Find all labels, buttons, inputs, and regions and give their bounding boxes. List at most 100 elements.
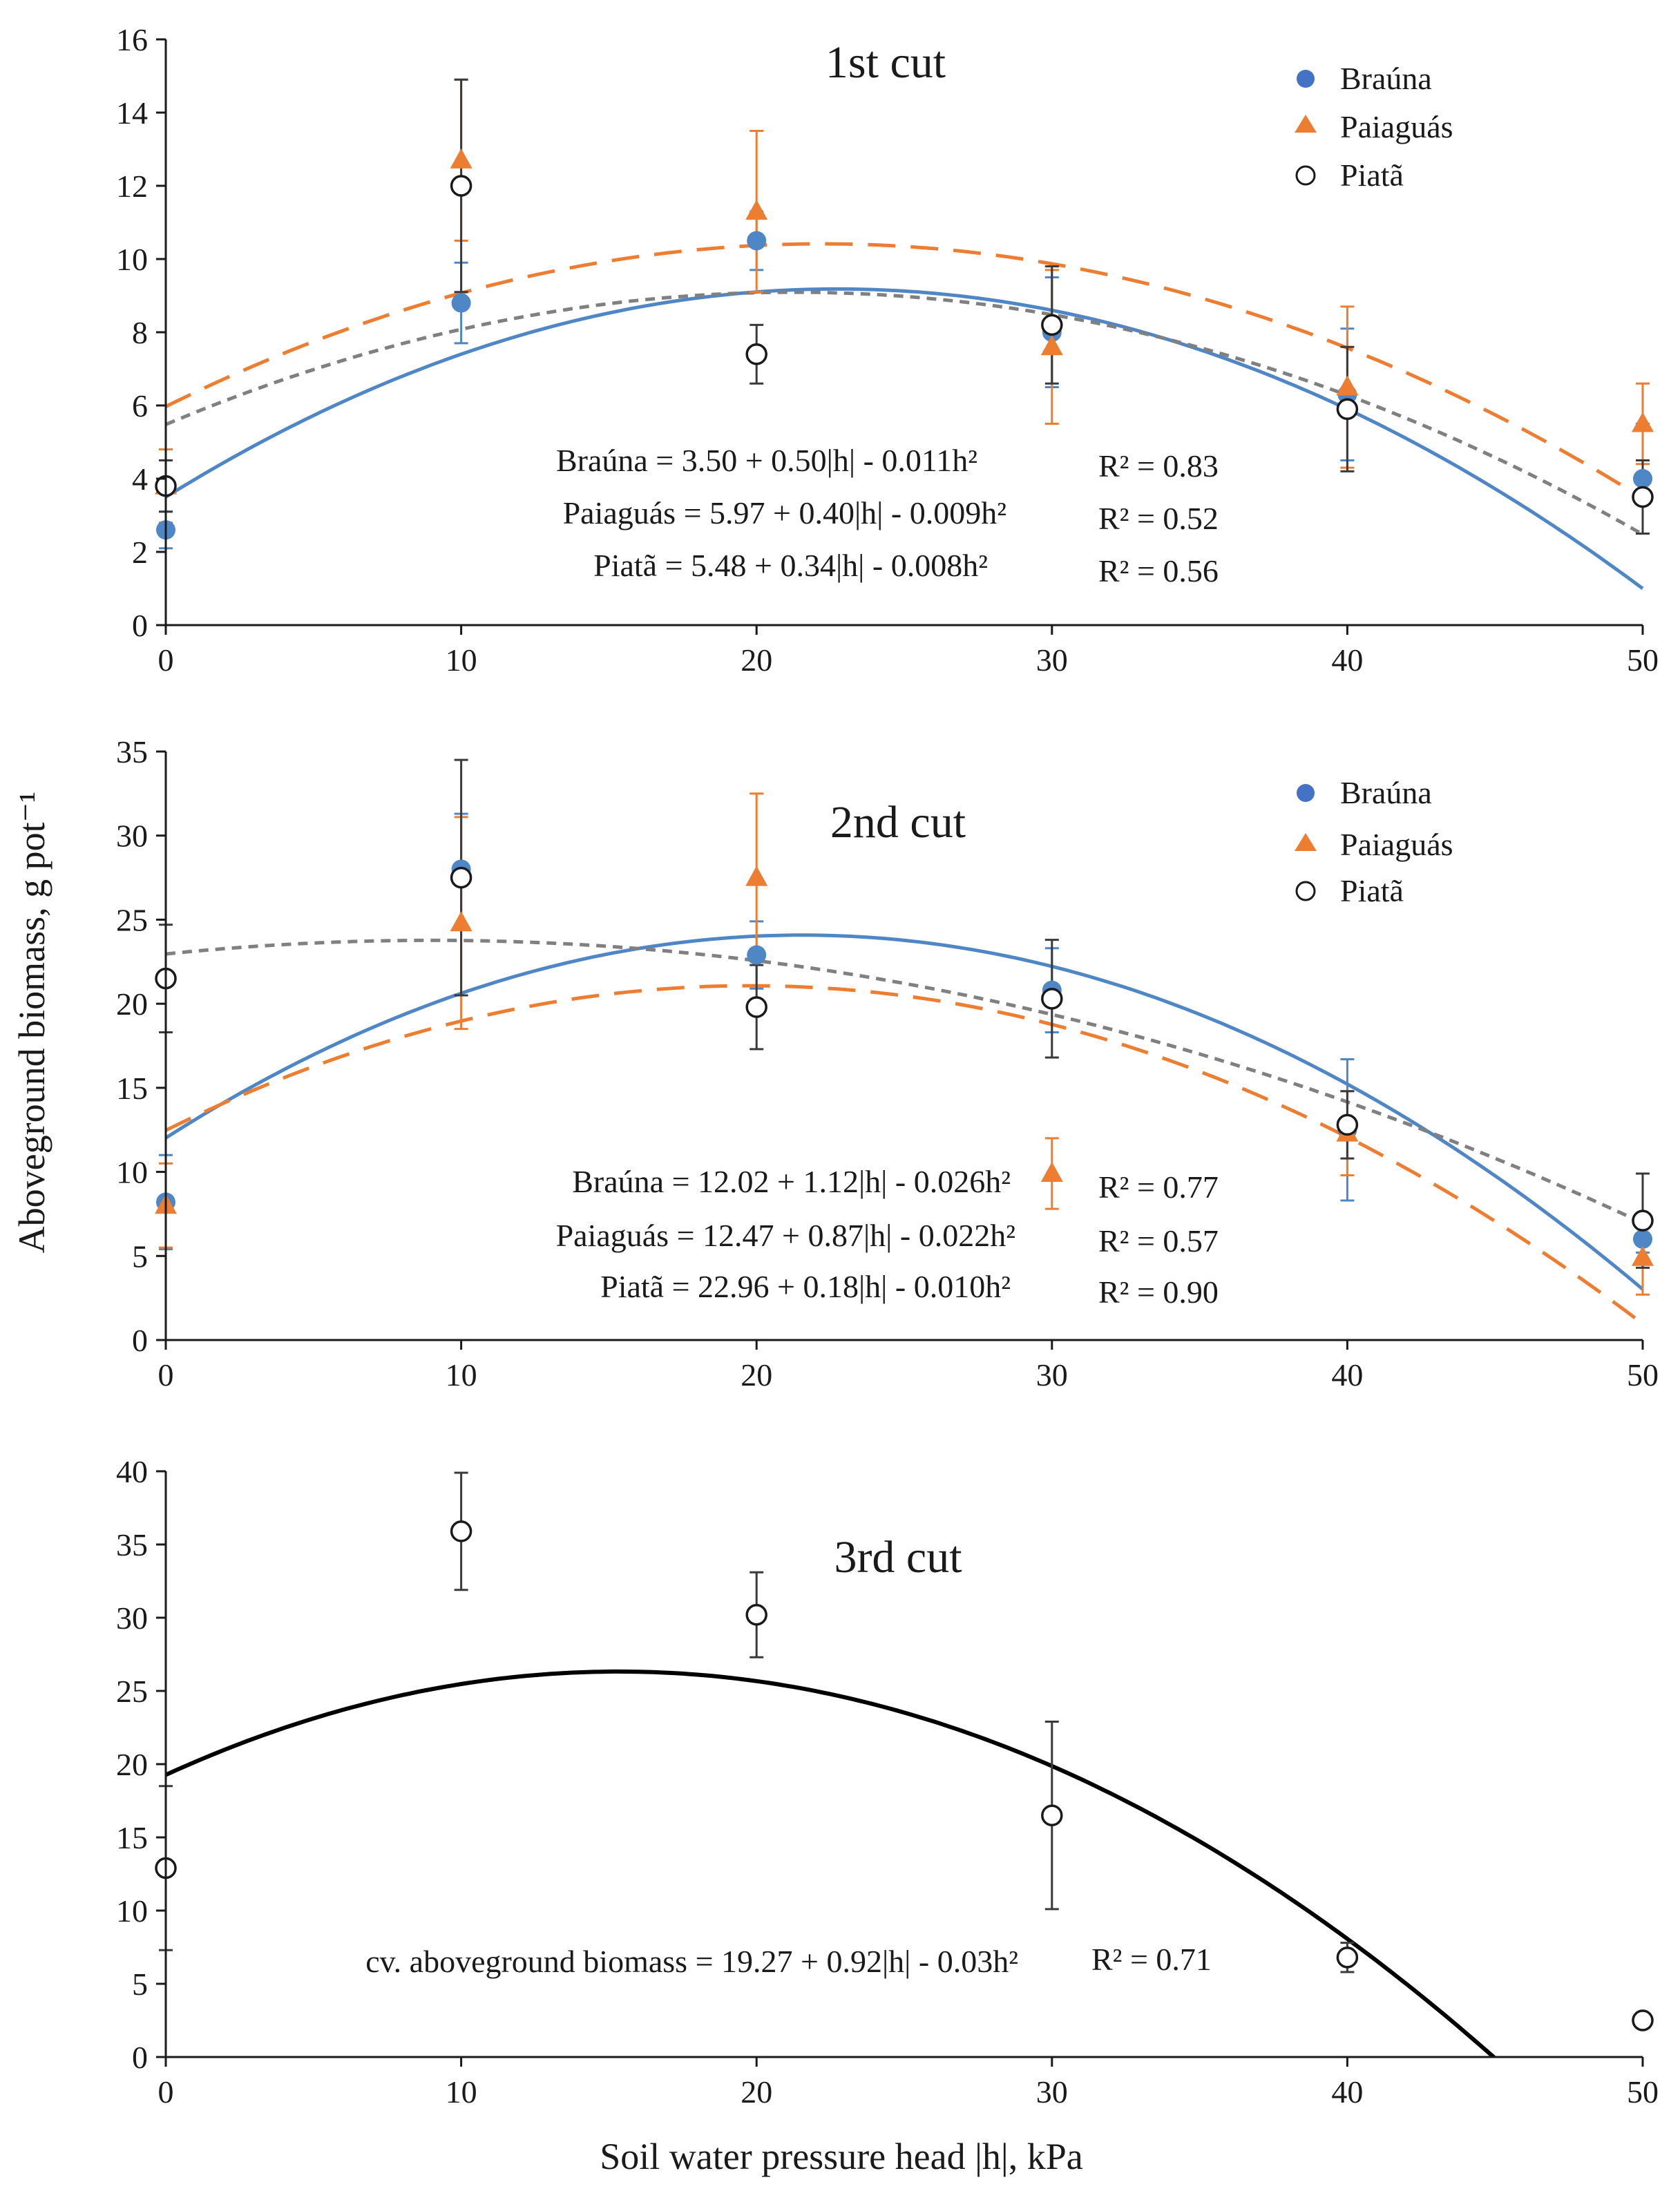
equation-text: Piatã = 22.96 + 0.18|h| - 0.010h²	[600, 1269, 1011, 1304]
y-tick-label: 0	[132, 1323, 148, 1358]
equations: Braúna = 12.02 + 1.12|h| - 0.026h² R² = …	[556, 1164, 1219, 1310]
legend-item-brauna: Braúna	[1297, 775, 1432, 810]
x-tick-label: 10	[446, 2074, 477, 2110]
data-point-piata	[1632, 1209, 1654, 1232]
legend-label: Braúna	[1340, 775, 1432, 810]
legend-marker-paiaguas	[1295, 833, 1317, 851]
data-point-aboveground-biomass	[745, 1604, 767, 1626]
y-tick-label: 15	[116, 1820, 148, 1855]
data-point-piata	[1041, 988, 1063, 1010]
x-tick-label: 10	[446, 1357, 477, 1393]
y-tick-label: 0	[132, 2040, 148, 2075]
y-tick-label: 16	[116, 22, 148, 57]
y-tick-label: 8	[132, 315, 148, 350]
y-axis-title: Aboveground biomass, g pot⁻¹	[11, 792, 52, 1254]
data-point-brauna	[1633, 469, 1652, 488]
y-tick-label: 15	[116, 1071, 148, 1106]
data-point-paiaguas	[1632, 412, 1654, 432]
data-point-paiaguas	[1040, 335, 1063, 356]
r2-aboveground-biomass: R² = 0.71	[1091, 1942, 1212, 1977]
legend: Braúna Paiaguás Piatã	[1295, 775, 1453, 908]
y-tick-label: 20	[116, 1747, 148, 1782]
x-axis-title: Soil water pressure head |h|, kPa	[600, 2136, 1082, 2177]
x-tick-label: 50	[1627, 2074, 1659, 2110]
data-point-paiaguas	[1040, 1162, 1063, 1183]
x-tick-label: 20	[741, 1357, 772, 1393]
legend-label: Paiaguás	[1340, 827, 1453, 862]
y-tick-label: 0	[132, 608, 148, 643]
legend-label: Braúna	[1340, 61, 1432, 96]
legend-item-paiaguas: Paiaguás	[1295, 827, 1453, 862]
r2-paiaguas: R² = 0.52	[1098, 501, 1219, 536]
equation-text: Paiaguás = 12.47 + 0.87|h| - 0.022h²	[556, 1218, 1015, 1253]
fit-curve-brauna	[166, 287, 1644, 591]
x-tick-label: 30	[1036, 1357, 1068, 1393]
data-point-aboveground-biomass	[1632, 2009, 1654, 2031]
y-tick-label: 5	[132, 1238, 148, 1274]
y-tick-label: 10	[116, 1893, 148, 1929]
equation-paiaguas: Paiaguás = 12.47 + 0.87|h| - 0.022h²	[556, 1218, 1015, 1253]
data-point-piata	[745, 996, 767, 1018]
panel-1st-cut: 1st cut 0 2 4 6 8 10 12 14 16 0 10 20 30 40 50 Braúna …	[116, 22, 1659, 678]
y-tick-label: 25	[116, 1674, 148, 1709]
equation-aboveground-biomass: cv. aboveground biomass = 19.27 + 0.92|h…	[365, 1944, 1018, 1979]
legend: Braúna Paiaguás Piatã	[1295, 61, 1453, 193]
data-point-paiaguas	[1336, 375, 1359, 396]
fit-curve-piata	[166, 290, 1644, 536]
data-point-piata	[450, 866, 472, 889]
fit-curve-paiaguas	[166, 984, 1644, 1326]
data-point-brauna	[747, 945, 767, 965]
data-point-aboveground-biomass	[1041, 1804, 1063, 1826]
legend-marker-brauna	[1297, 784, 1315, 802]
x-tick-label: 20	[741, 642, 772, 678]
r2-piata: R² = 0.56	[1098, 553, 1219, 589]
equation-text: Braúna = 3.50 + 0.50|h| - 0.011h²	[556, 443, 977, 478]
y-tick-label: 30	[116, 1600, 148, 1636]
data-point-paiaguas	[745, 865, 768, 886]
data-point-brauna	[1633, 1229, 1652, 1249]
x-tick-label: 10	[446, 642, 477, 678]
fit-curve-piata	[166, 938, 1644, 1225]
x-tick-label: 50	[1627, 1357, 1659, 1393]
fit-curve-brauna	[166, 933, 1644, 1291]
data-point-piata	[450, 175, 472, 197]
x-tick-label: 20	[741, 2074, 772, 2110]
fit-curve-aboveground-biomass	[166, 1669, 1497, 2057]
x-tick-label: 40	[1331, 2074, 1363, 2110]
x-tick-label: 30	[1036, 2074, 1068, 2110]
equation-piata: Piatã = 5.48 + 0.34|h| - 0.008h²	[593, 548, 988, 583]
y-tick-label: 12	[116, 169, 148, 204]
data-point-brauna	[747, 231, 767, 251]
panel-2nd-cut: 2nd cut 0 5 10 15 20 25 30 35 0 10 20 30 40 50 Braúna…	[116, 734, 1659, 1393]
data-point-aboveground-biomass	[1336, 1946, 1359, 1969]
data-point-piata	[1632, 486, 1654, 508]
equation-text: Piatã = 5.48 + 0.34|h| - 0.008h²	[593, 548, 988, 583]
legend-item-brauna: Braúna	[1297, 61, 1432, 96]
equations: Braúna = 3.50 + 0.50|h| - 0.011h² R² = 0…	[556, 443, 1219, 589]
legend-label: Piatã	[1340, 873, 1404, 908]
x-tick-label: 30	[1036, 642, 1068, 678]
legend-marker-piata	[1295, 165, 1316, 186]
legend-item-paiaguas: Paiaguás	[1295, 109, 1453, 144]
equations: cv. aboveground biomass = 19.27 + 0.92|h…	[365, 1942, 1212, 1979]
fit-curve-paiaguas	[166, 242, 1644, 500]
panel-title: 1st cut	[825, 37, 946, 88]
y-tick-label: 35	[116, 1527, 148, 1562]
y-tick-label: 14	[116, 95, 148, 131]
y-tick-label: 10	[116, 242, 148, 277]
panel-title: 2nd cut	[830, 797, 966, 848]
data-point-paiaguas	[1632, 1245, 1654, 1266]
x-tick-label: 0	[158, 642, 174, 678]
legend-label: Paiaguás	[1340, 109, 1453, 144]
data-point-aboveground-biomass	[450, 1520, 472, 1542]
equation-text: cv. aboveground biomass = 19.27 + 0.92|h…	[365, 1944, 1018, 1979]
equation-brauna: Braúna = 12.02 + 1.12|h| - 0.026h²	[572, 1164, 1011, 1199]
y-tick-label: 40	[116, 1454, 148, 1489]
y-tick-label: 6	[132, 388, 148, 423]
y-tick-label: 2	[132, 535, 148, 570]
legend-marker-brauna	[1297, 70, 1315, 88]
panel-3rd-cut: 3rd cut 0 5 10 15 20 25 30 35 40 0 10 20 30 40 50 cv. …	[116, 1454, 1659, 2110]
x-tick-label: 50	[1627, 642, 1659, 678]
data-point-piata	[1336, 398, 1359, 421]
